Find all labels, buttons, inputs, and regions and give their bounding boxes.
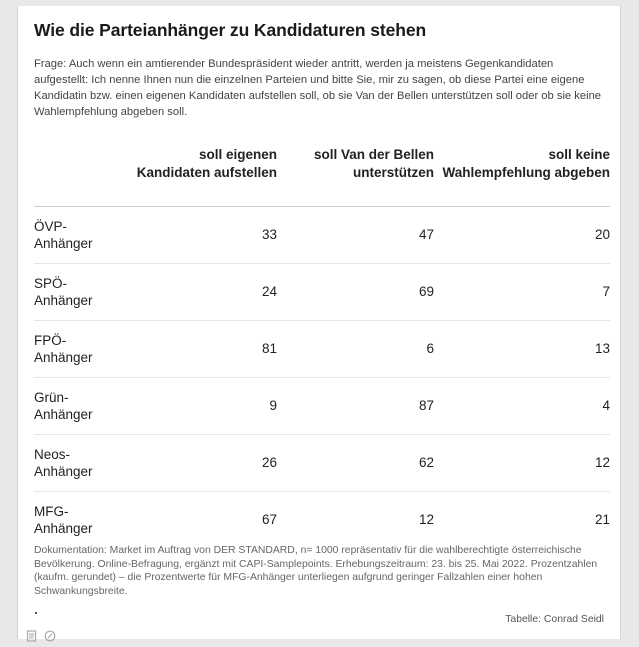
table-row: ÖVP- Anhänger 33 47 20 (34, 207, 610, 264)
table-row: Grün- Anhänger 9 87 4 (34, 378, 610, 435)
document-icon[interactable] (26, 629, 38, 642)
table-cell: 13 (594, 341, 610, 356)
table-cell: 26 (261, 455, 277, 470)
documentation-note: Dokumentation: Market im Auftrag von DER… (34, 545, 598, 597)
table-cell: 12 (594, 455, 610, 470)
table-cell: 33 (261, 227, 277, 242)
table-cell: 9 (269, 398, 277, 413)
chart-title: Wie die Parteianhänger zu Kandidaturen s… (34, 20, 427, 40)
party-label: Grün- Anhänger (34, 390, 93, 422)
table-cell: 67 (261, 512, 277, 527)
party-label: FPÖ- Anhänger (34, 333, 93, 365)
column-header: soll Van der Bellen unterstützen (313, 147, 434, 180)
table-cell: 87 (418, 398, 434, 413)
party-label: SPÖ- Anhänger (34, 276, 93, 308)
table-cell: 6 (426, 341, 434, 356)
column-header: soll eigenen Kandidaten aufstellen (136, 147, 277, 180)
party-label: MFG- Anhänger (34, 504, 93, 536)
credit-line: Tabelle: Conrad Seidl (505, 614, 604, 625)
table-header: soll eigenen Kandidaten aufstellen soll … (34, 142, 610, 207)
bullet-dot (35, 612, 37, 614)
table-cell: 21 (594, 512, 610, 527)
table-cell: 7 (602, 284, 610, 299)
table-row: FPÖ- Anhänger 81 6 13 (34, 321, 610, 378)
party-label: ÖVP- Anhänger (34, 219, 93, 251)
table-cell: 24 (261, 284, 277, 299)
column-header: soll keine Wahlempfehlung abgeben (442, 147, 610, 180)
survey-question: Frage: Auch wenn ein amtierender Bundesp… (34, 58, 602, 118)
table-cell: 20 (594, 227, 610, 242)
data-table: soll eigenen Kandidaten aufstellen soll … (34, 142, 610, 548)
link-icon[interactable] (44, 629, 56, 642)
table-cell: 4 (602, 398, 610, 413)
table-cell: 12 (418, 512, 434, 527)
table-row: MFG- Anhänger 67 12 21 (34, 492, 610, 548)
table-row: SPÖ- Anhänger 24 69 7 (34, 264, 610, 321)
table-cell: 69 (418, 284, 434, 299)
table-cell: 62 (418, 455, 434, 470)
table-cell: 47 (418, 227, 434, 242)
chart-container: Wie die Parteianhänger zu Kandidaturen s… (17, 6, 621, 642)
table-cell: 81 (261, 341, 277, 356)
party-label: Neos- Anhänger (34, 447, 93, 479)
table-row: Neos- Anhänger 26 62 12 (34, 435, 610, 492)
